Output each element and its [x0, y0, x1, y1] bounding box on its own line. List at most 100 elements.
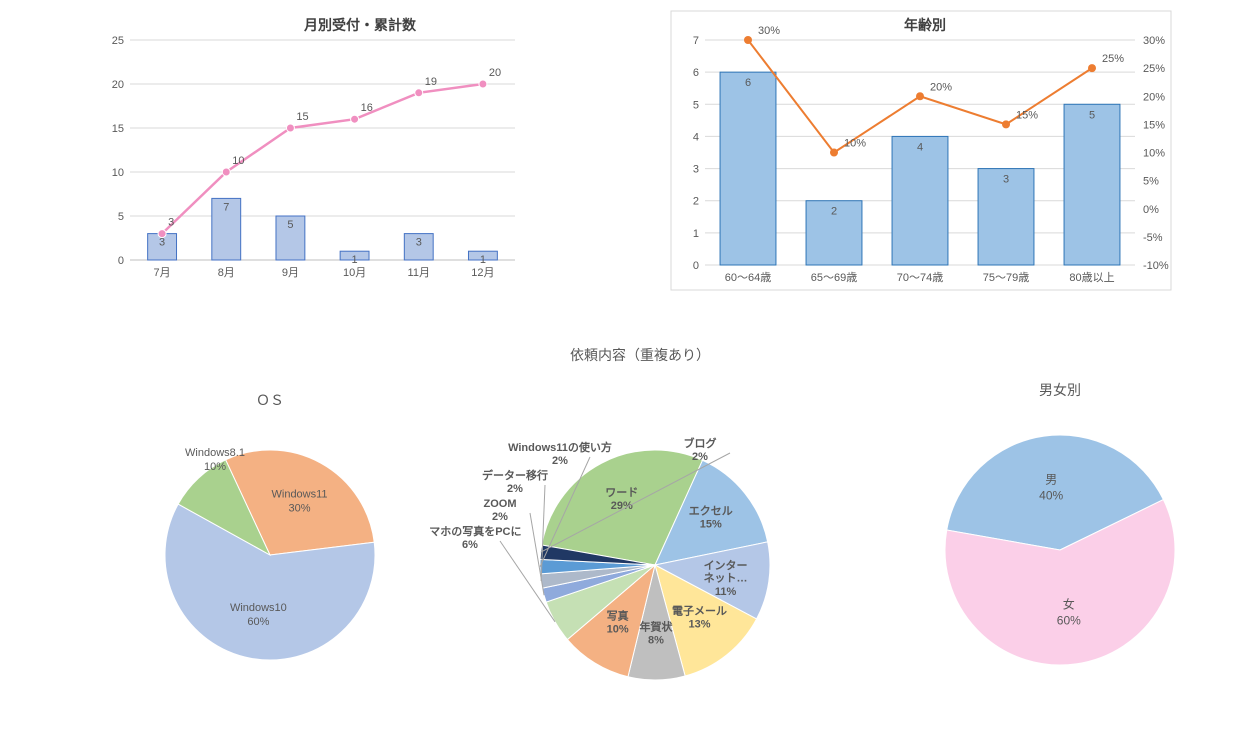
svg-text:0: 0 [693, 260, 699, 272]
svg-text:2: 2 [831, 206, 837, 218]
svg-text:1: 1 [480, 254, 486, 266]
svg-text:写真: 写真 [607, 609, 629, 623]
svg-text:5: 5 [1089, 109, 1095, 121]
svg-text:0: 0 [118, 255, 124, 267]
svg-text:3: 3 [416, 237, 422, 249]
svg-text:3: 3 [168, 217, 174, 229]
svg-text:15: 15 [112, 123, 124, 135]
svg-text:20%: 20% [1143, 91, 1165, 103]
os-svg: Windows11 30% Windows10 60% Windows8.1 10% [120, 410, 420, 690]
svg-text:60～64歳: 60～64歳 [725, 271, 771, 284]
svg-text:電子メール: 電子メール [672, 605, 727, 618]
svg-text:3: 3 [159, 237, 165, 249]
svg-text:10: 10 [232, 155, 244, 167]
svg-text:7月: 7月 [154, 267, 171, 279]
svg-text:Windows10: Windows10 [230, 602, 287, 614]
svg-text:11月: 11月 [408, 267, 430, 279]
svg-text:5%: 5% [1143, 176, 1159, 188]
svg-text:30%: 30% [289, 503, 311, 515]
svg-text:20%: 20% [930, 81, 952, 93]
svg-text:80歳以上: 80歳以上 [1069, 271, 1114, 284]
svg-text:男: 男 [1045, 472, 1057, 486]
svg-text:70～74歳: 70～74歳 [897, 271, 943, 284]
svg-text:1: 1 [352, 254, 358, 266]
request-svg: ワード29%エクセル15%インターネット…11%電子メール13%年賀状8%写真1… [430, 365, 850, 705]
svg-text:10月: 10月 [343, 267, 366, 279]
svg-text:15%: 15% [1143, 119, 1165, 131]
svg-text:15%: 15% [700, 519, 722, 531]
svg-text:ZOOM: ZOOM [484, 498, 517, 510]
monthly-chart: 月別受付・累計数051015202537月78月59月110月311月112月3… [95, 10, 525, 293]
svg-text:15: 15 [296, 111, 308, 123]
svg-text:-10%: -10% [1143, 260, 1169, 272]
svg-text:12月: 12月 [471, 267, 494, 279]
svg-text:月別受付・累計数: 月別受付・累計数 [303, 17, 417, 33]
svg-text:6: 6 [693, 67, 699, 79]
svg-text:10%: 10% [204, 461, 226, 473]
svg-text:ブログ: ブログ [684, 436, 717, 450]
svg-text:3: 3 [1003, 174, 1009, 186]
svg-text:5: 5 [287, 219, 293, 231]
svg-text:20: 20 [489, 67, 501, 79]
svg-text:7: 7 [693, 35, 699, 47]
svg-text:Windows11: Windows11 [272, 489, 328, 501]
svg-text:-5%: -5% [1143, 232, 1163, 244]
svg-text:1: 1 [693, 228, 699, 240]
svg-text:年齢別: 年齢別 [904, 17, 946, 33]
svg-text:3: 3 [693, 164, 699, 176]
request-chart: 依頼内容（重複あり） ワード29%エクセル15%インターネット…11%電子メール… [430, 345, 850, 708]
svg-text:7: 7 [223, 201, 229, 213]
svg-text:スマホの写真をPCに: スマホの写真をPCに [430, 524, 521, 538]
svg-text:8%: 8% [648, 634, 664, 646]
svg-text:9月: 9月 [282, 267, 299, 279]
svg-text:データー移行: データー移行 [482, 468, 548, 482]
gender-svg: 男 40% 女 60% [910, 400, 1210, 700]
svg-text:年賀状: 年賀状 [639, 619, 673, 633]
os-title: ＯＳ [120, 390, 420, 410]
svg-text:4: 4 [917, 141, 923, 153]
svg-text:5: 5 [118, 211, 124, 223]
svg-text:75～79歳: 75～79歳 [983, 271, 1029, 284]
svg-text:60%: 60% [247, 616, 269, 628]
request-title: 依頼内容（重複あり） [430, 345, 850, 365]
svg-text:10%: 10% [607, 624, 629, 636]
svg-text:10%: 10% [1143, 148, 1165, 160]
svg-text:Windows11の使い方: Windows11の使い方 [508, 440, 612, 454]
svg-text:インターネット…: インターネット… [704, 559, 748, 584]
svg-text:25%: 25% [1102, 53, 1124, 65]
svg-text:5: 5 [693, 99, 699, 111]
svg-text:11%: 11% [715, 586, 737, 598]
gender-chart: 男女別 男40%女60% [910, 380, 1210, 703]
svg-text:30%: 30% [1143, 35, 1165, 47]
svg-text:0%: 0% [1143, 204, 1159, 216]
svg-text:Windows8.1: Windows8.1 [185, 447, 245, 459]
monthly-svg: 月別受付・累計数051015202537月78月59月110月311月112月3… [95, 10, 525, 290]
svg-text:30%: 30% [758, 25, 780, 37]
svg-text:65～69歳: 65～69歳 [811, 271, 857, 284]
svg-text:2: 2 [693, 196, 699, 208]
svg-text:10%: 10% [844, 138, 866, 150]
svg-text:ワード: ワード [605, 486, 638, 499]
svg-text:8月: 8月 [218, 267, 235, 279]
svg-text:女: 女 [1063, 597, 1075, 612]
svg-text:60%: 60% [1057, 614, 1081, 628]
svg-text:13%: 13% [688, 619, 710, 631]
svg-text:6%: 6% [462, 539, 478, 551]
svg-text:エクセル: エクセル [689, 505, 733, 518]
svg-text:10: 10 [112, 167, 124, 179]
svg-text:4: 4 [693, 131, 699, 143]
svg-text:2%: 2% [507, 483, 523, 495]
age-svg: 年齢別 0 1 2 3 4 5 6 7 -10% -5% 0% 5% 10% 15% 20% 25% 30% 6 60… [670, 10, 1180, 295]
svg-text:2%: 2% [552, 455, 568, 467]
svg-text:2%: 2% [692, 451, 708, 463]
svg-text:25: 25 [112, 35, 124, 47]
os-chart: ＯＳ Windows11 30% Windows10 60% Windows8.1 10% [120, 390, 420, 693]
svg-text:40%: 40% [1039, 488, 1063, 502]
svg-text:20: 20 [112, 79, 124, 91]
age-chart: 年齢別 0 1 2 3 4 5 6 7 -10% -5% 0% 5% 10% 15% 20% 25% 30% 6 60… [670, 10, 1170, 298]
svg-text:16: 16 [361, 102, 373, 114]
svg-text:2%: 2% [492, 511, 508, 523]
svg-text:25%: 25% [1143, 63, 1165, 75]
svg-text:15%: 15% [1016, 109, 1038, 121]
svg-text:6: 6 [745, 77, 751, 89]
